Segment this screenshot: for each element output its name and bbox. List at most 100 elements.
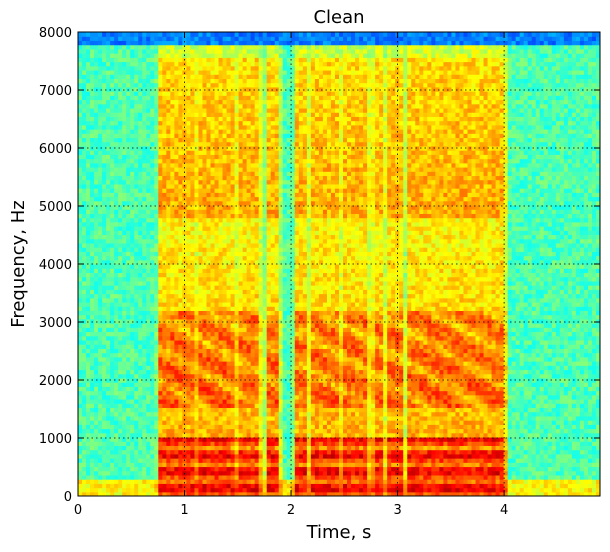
spectrogram-cell <box>250 301 256 307</box>
spectrogram-cell <box>146 217 151 223</box>
spectrogram-cell <box>218 466 224 472</box>
spectrogram-cell <box>134 103 139 109</box>
spectrogram-cell <box>174 339 179 345</box>
spectrogram-cell <box>142 53 147 58</box>
spectrogram-cell <box>178 247 183 252</box>
spectrogram-cell <box>182 373 188 379</box>
spectrogram-cell <box>206 487 212 493</box>
spectrogram-cell <box>118 293 123 299</box>
spectrogram-cell <box>82 415 87 421</box>
spectrogram-cell <box>134 150 139 155</box>
spectrogram-cell <box>230 116 236 122</box>
spectrogram-cell <box>162 192 167 198</box>
spectrogram-cell <box>166 78 171 84</box>
spectrogram-cell <box>82 386 87 392</box>
spectrogram-cell <box>198 327 204 333</box>
spectrogram-cell <box>166 209 171 214</box>
spectrogram-cell <box>158 415 163 421</box>
spectrogram-cell <box>142 483 147 489</box>
spectrogram-cell <box>254 154 260 160</box>
spectrogram-cell <box>82 103 87 109</box>
spectrogram-cell <box>230 415 236 421</box>
spectrogram-cell <box>154 449 159 455</box>
spectrogram-cell <box>250 234 256 240</box>
spectrogram-cell <box>206 293 212 299</box>
spectrogram-cell <box>90 432 95 438</box>
spectrogram-cell <box>158 323 163 328</box>
spectrogram-cell <box>238 487 244 493</box>
spectrogram-cell <box>114 40 119 46</box>
spectrogram-cell <box>78 95 83 101</box>
spectrogram-cell <box>122 251 127 257</box>
spectrogram-cell <box>218 436 224 442</box>
spectrogram-cell <box>150 200 155 206</box>
spectrogram-cell <box>242 318 248 324</box>
spectrogram-cell <box>118 428 123 434</box>
spectrogram-cell <box>122 112 127 117</box>
spectrogram-cell <box>134 356 139 362</box>
spectrogram-cell <box>230 462 236 468</box>
spectrogram-cell <box>130 268 135 274</box>
spectrogram-cell <box>258 483 264 489</box>
spectrogram-cell <box>154 154 159 160</box>
spectrogram-cell <box>206 474 212 480</box>
spectrogram-cell <box>90 188 95 193</box>
spectrogram-cell <box>206 352 212 358</box>
spectrogram-cell <box>162 466 167 472</box>
spectrogram-cell <box>246 428 252 434</box>
spectrogram-cell <box>194 280 200 286</box>
spectrogram-cell <box>90 251 95 257</box>
spectrogram-cell <box>102 474 107 480</box>
spectrogram-cell <box>150 268 155 274</box>
spectrogram-cell <box>210 411 216 417</box>
spectrogram-cell <box>194 373 200 379</box>
spectrogram-cell <box>174 462 179 468</box>
spectrogram-cell <box>94 432 99 438</box>
spectrogram-cell <box>230 230 236 236</box>
spectrogram-cell <box>238 242 244 248</box>
spectrogram-cell <box>250 449 256 455</box>
spectrogram-cell <box>166 74 171 79</box>
spectrogram-cell <box>242 293 248 299</box>
spectrogram-cell <box>106 65 111 71</box>
spectrogram-cell <box>178 213 183 219</box>
spectrogram-cell <box>214 453 220 459</box>
spectrogram-cell <box>122 162 127 168</box>
spectrogram-cell <box>238 247 244 252</box>
spectrogram-cell <box>146 107 151 113</box>
spectrogram-cell <box>126 204 131 210</box>
spectrogram-cell <box>82 32 87 37</box>
spectrogram-cell <box>198 217 204 223</box>
spectrogram-cell <box>238 86 244 92</box>
spectrogram-cell <box>86 65 91 71</box>
spectrogram-cell <box>122 107 127 113</box>
spectrogram-cell <box>82 124 87 130</box>
spectrogram-cell <box>150 57 155 63</box>
spectrogram-cell <box>114 188 119 193</box>
spectrogram-cell <box>254 217 260 223</box>
spectrogram-cell <box>126 415 131 421</box>
spectrogram-cell <box>202 487 208 493</box>
spectrogram-cell <box>162 209 167 214</box>
spectrogram-cell <box>94 175 99 181</box>
spectrogram-cell <box>158 390 163 396</box>
spectrogram-cell <box>230 209 236 214</box>
spectrogram-cell <box>82 352 87 358</box>
spectrogram-cell <box>98 318 103 324</box>
spectrogram-cell <box>130 57 135 63</box>
spectrogram-cell <box>246 192 252 198</box>
spectrogram-cell <box>126 69 131 75</box>
spectrogram-cell <box>198 40 204 46</box>
spectrogram-cell <box>190 441 196 446</box>
spectrogram-cell <box>82 394 87 400</box>
spectrogram-cell <box>82 441 87 446</box>
spectrogram-cell <box>246 272 252 278</box>
spectrogram-cell <box>146 40 151 46</box>
spectrogram-cell <box>250 428 256 434</box>
spectrogram-cell <box>230 276 236 282</box>
spectrogram-cell <box>242 61 248 67</box>
spectrogram-cell <box>86 183 91 189</box>
spectrogram-cell <box>94 61 99 67</box>
spectrogram-cell <box>182 432 188 438</box>
spectrogram-cell <box>186 179 192 185</box>
